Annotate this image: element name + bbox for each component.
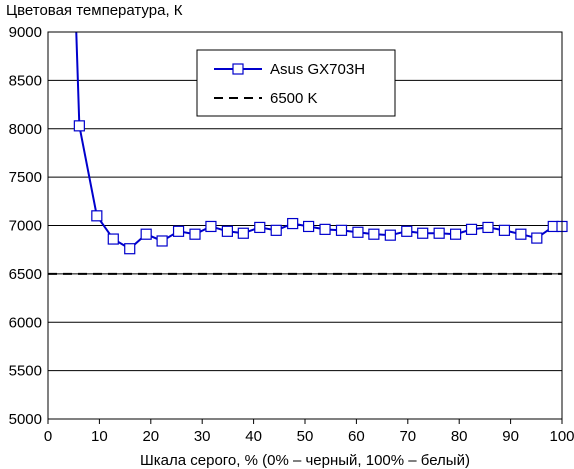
legend: Asus GX703H 6500 K (196, 49, 396, 117)
data-point (221, 225, 233, 237)
data-point (335, 224, 348, 236)
data-point (91, 210, 103, 222)
data-point (417, 227, 429, 239)
data-point (465, 223, 478, 235)
data-point (124, 243, 136, 255)
data-point (368, 228, 380, 240)
data-point (107, 233, 119, 245)
data-point (156, 235, 168, 247)
data-point (172, 225, 185, 237)
data-point (319, 223, 331, 235)
y-tick-label: 7500 (9, 169, 42, 186)
y-tick-label: 5000 (9, 411, 42, 428)
x-tick-label: 100 (549, 428, 574, 445)
data-point (140, 228, 152, 240)
x-tick-label: 40 (245, 428, 262, 445)
y-tick-label: 8000 (9, 121, 42, 138)
y-tick-label: 5500 (9, 363, 42, 380)
data-point (450, 228, 462, 240)
data-point (302, 220, 315, 233)
data-point (498, 224, 511, 236)
data-point (189, 228, 201, 240)
data-point (384, 229, 396, 241)
data-point (401, 225, 413, 237)
x-tick-label: 60 (348, 428, 365, 445)
data-point (352, 226, 364, 238)
x-axis-title: Шкала серого, % (0% – черный, 100% – бел… (140, 452, 470, 469)
x-tick-label: 30 (194, 428, 211, 445)
x-tick-label: 70 (399, 428, 416, 445)
y-tick-label: 8500 (9, 72, 42, 89)
x-tick-label: 20 (142, 428, 159, 445)
data-point (254, 221, 266, 234)
legend-box (196, 49, 396, 117)
legend-marker-asus (232, 63, 244, 75)
series-layer (48, 31, 568, 275)
y-axis-title: Цветовая температура, К (6, 2, 183, 19)
y-tick-label: 7000 (9, 218, 42, 235)
x-tick-label: 80 (451, 428, 468, 445)
legend-label-asus: Asus GX703H (270, 61, 365, 78)
y-tick-labels: 5000 5500 6000 6500 7000 7500 8000 8500 9000 (9, 24, 42, 428)
y-tick-label: 9000 (9, 24, 42, 41)
x-tick-labels: 0 10 20 30 40 50 60 70 80 90 100 (44, 419, 574, 445)
legend-label-6500: 6500 K (270, 90, 318, 107)
x-tick-label: 10 (91, 428, 108, 445)
x-tick-label: 50 (297, 428, 314, 445)
data-point (205, 220, 217, 233)
y-tick-label: 6000 (9, 314, 42, 331)
data-point (433, 227, 445, 239)
data-point (531, 232, 543, 244)
x-tick-label: 0 (44, 428, 52, 445)
data-point (482, 221, 494, 234)
y-tick-label: 6500 (9, 266, 42, 283)
data-point (515, 228, 527, 240)
data-point (287, 217, 299, 230)
data-point (73, 120, 85, 132)
x-tick-label: 90 (502, 428, 519, 445)
data-point (270, 224, 282, 236)
data-point (237, 227, 249, 239)
